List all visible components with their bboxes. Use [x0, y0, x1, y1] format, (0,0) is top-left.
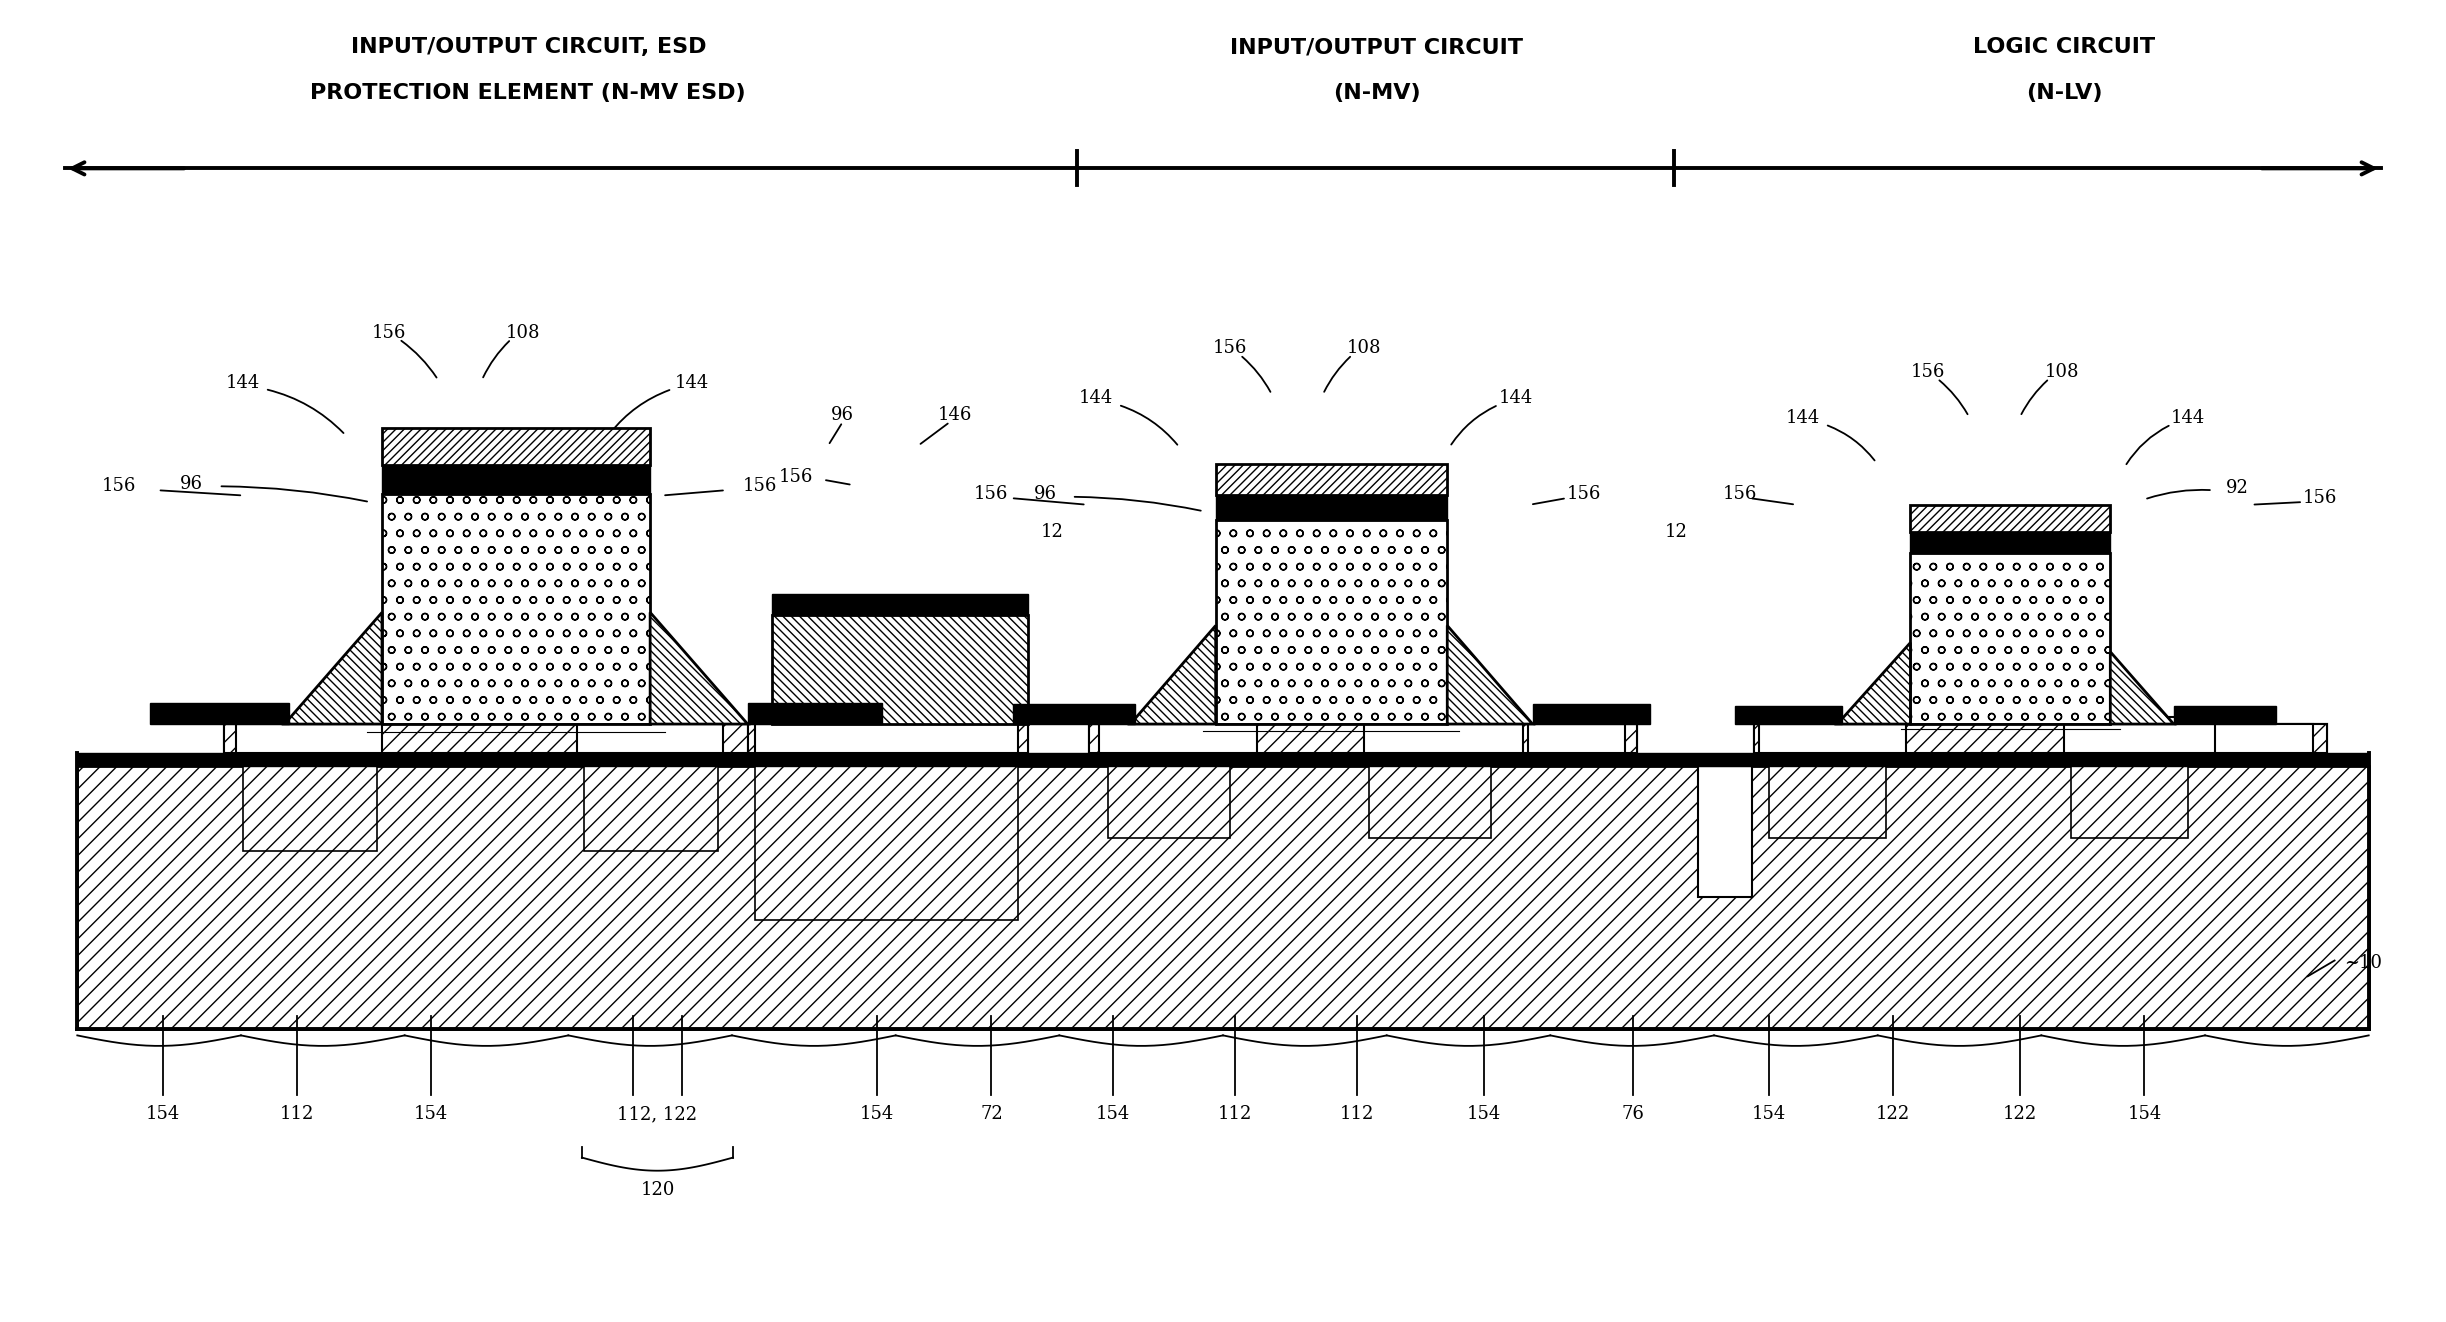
Bar: [1910, 554, 2111, 724]
Text: PROTECTION ELEMENT (N-MV ESD): PROTECTION ELEMENT (N-MV ESD): [311, 83, 746, 103]
Bar: [78, 765, 2368, 1029]
Bar: [1754, 724, 2326, 754]
Bar: [235, 724, 382, 754]
Text: 112: 112: [1218, 1105, 1252, 1124]
Text: 72: 72: [981, 1105, 1003, 1124]
Bar: [1216, 464, 1448, 496]
Text: 144: 144: [225, 374, 259, 391]
Text: 96: 96: [1035, 485, 1057, 504]
Text: 122: 122: [2003, 1105, 2038, 1124]
Bar: [2174, 706, 2277, 724]
Text: 154: 154: [859, 1105, 893, 1124]
Text: 156: 156: [744, 477, 778, 496]
Bar: [577, 718, 724, 754]
Bar: [1759, 724, 1905, 754]
Bar: [2216, 724, 2311, 754]
Bar: [2072, 765, 2189, 838]
Bar: [382, 465, 651, 494]
Bar: [1088, 724, 1636, 754]
Text: 144: 144: [675, 374, 709, 391]
Bar: [1768, 765, 1886, 838]
Bar: [1365, 718, 1524, 754]
Bar: [748, 724, 1027, 754]
Text: 120: 120: [641, 1182, 675, 1199]
Text: 146: 146: [937, 406, 971, 424]
Text: 156: 156: [1910, 364, 1945, 381]
Text: 144: 144: [1499, 389, 1534, 407]
Text: 144: 144: [1079, 389, 1113, 407]
Text: 112: 112: [279, 1105, 313, 1124]
Text: 156: 156: [1213, 340, 1247, 357]
Text: 154: 154: [413, 1105, 448, 1124]
Text: 112, 122: 112, 122: [616, 1105, 697, 1124]
Text: 156: 156: [372, 324, 406, 341]
Text: 156: 156: [1565, 485, 1602, 504]
Text: 12: 12: [1666, 524, 1688, 541]
Bar: [1698, 765, 1751, 898]
Text: 92: 92: [2226, 479, 2248, 497]
Bar: [78, 754, 2368, 765]
Bar: [1534, 705, 1649, 724]
Text: LOGIC CIRCUIT: LOGIC CIRCUIT: [1974, 37, 2155, 57]
Text: 154: 154: [1468, 1105, 1502, 1124]
Text: 96: 96: [181, 475, 203, 493]
Bar: [1910, 505, 2111, 533]
Text: 144: 144: [1786, 408, 1820, 427]
Bar: [382, 494, 651, 724]
Text: 154: 154: [1096, 1105, 1130, 1124]
Polygon shape: [1130, 625, 1216, 724]
Text: 144: 144: [2172, 408, 2206, 427]
Bar: [223, 724, 868, 754]
Bar: [1088, 724, 1636, 754]
Bar: [756, 724, 1018, 754]
Bar: [242, 765, 377, 851]
Bar: [748, 724, 1027, 754]
Text: 112: 112: [1340, 1105, 1375, 1124]
Bar: [2064, 718, 2223, 754]
Polygon shape: [284, 612, 382, 724]
Bar: [1754, 724, 2326, 754]
Text: 108: 108: [506, 324, 541, 341]
Bar: [1370, 765, 1492, 838]
Polygon shape: [1448, 625, 1534, 724]
Text: 12: 12: [1042, 524, 1064, 541]
Text: 108: 108: [1348, 340, 1382, 357]
Bar: [773, 615, 1027, 724]
Text: 122: 122: [1876, 1105, 1910, 1124]
Bar: [773, 594, 1027, 615]
Bar: [149, 703, 289, 724]
Bar: [1108, 765, 1230, 838]
Bar: [223, 724, 868, 754]
Bar: [1013, 705, 1135, 724]
Text: 156: 156: [780, 468, 815, 486]
Bar: [1529, 724, 1624, 754]
Polygon shape: [1837, 642, 1910, 724]
Text: (N-LV): (N-LV): [2025, 83, 2101, 103]
Text: 154: 154: [2128, 1105, 2162, 1124]
Polygon shape: [2111, 652, 2174, 724]
Text: 76: 76: [1622, 1105, 1644, 1124]
Bar: [585, 765, 719, 851]
Bar: [1216, 521, 1448, 724]
Bar: [1734, 706, 1842, 724]
Text: ~10: ~10: [2343, 954, 2382, 972]
Polygon shape: [651, 612, 748, 724]
Text: 156: 156: [1722, 485, 1756, 504]
Text: 108: 108: [2045, 364, 2079, 381]
Text: 154: 154: [1751, 1105, 1786, 1124]
Bar: [1216, 496, 1448, 521]
Bar: [756, 765, 1018, 920]
Bar: [382, 428, 651, 465]
Bar: [1910, 533, 2111, 554]
Text: (N-MV): (N-MV): [1333, 83, 1421, 103]
Text: 154: 154: [144, 1105, 179, 1124]
Text: 96: 96: [832, 406, 854, 424]
Text: 156: 156: [103, 477, 137, 496]
Text: 156: 156: [974, 485, 1008, 504]
Text: INPUT/OUTPUT CIRCUIT, ESD: INPUT/OUTPUT CIRCUIT, ESD: [350, 37, 707, 57]
Bar: [748, 703, 881, 724]
Text: 156: 156: [2302, 489, 2336, 508]
Text: INPUT/OUTPUT CIRCUIT: INPUT/OUTPUT CIRCUIT: [1230, 37, 1524, 57]
Bar: [1098, 724, 1257, 754]
